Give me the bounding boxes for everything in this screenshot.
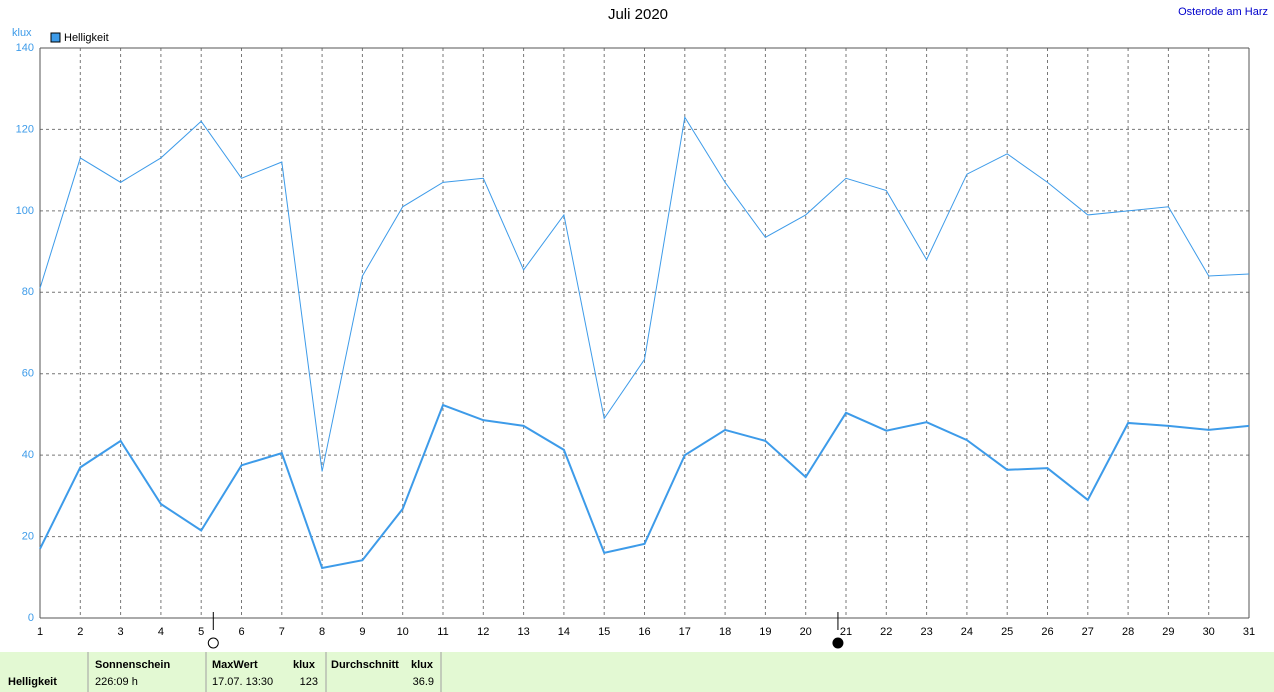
- x-tick-label: 18: [719, 626, 731, 638]
- footer-value: 123: [300, 676, 318, 688]
- x-tick-label: 12: [477, 626, 489, 638]
- y-tick-label: 0: [28, 612, 34, 624]
- x-tick-label: 2: [77, 626, 83, 638]
- x-tick-label: 29: [1162, 626, 1174, 638]
- footer-value: 36.9: [413, 676, 434, 688]
- x-tick-label: 9: [359, 626, 365, 638]
- location: Osterode am Harz: [1178, 6, 1268, 18]
- moon-marker: [832, 637, 844, 649]
- footer-header: MaxWert: [212, 659, 258, 671]
- footer-value: 226:09 h: [95, 676, 138, 688]
- x-tick-label: 15: [598, 626, 610, 638]
- footer-header: klux: [411, 659, 434, 671]
- footer-value: 17.07. 13:30: [212, 676, 273, 688]
- y-tick-label: 80: [22, 286, 34, 298]
- data-line: [39, 403, 1250, 570]
- data-line: [39, 115, 1250, 472]
- y-tick-label: 120: [16, 123, 34, 135]
- footer-row-label: Helligkeit: [8, 676, 57, 688]
- y-tick-label: 20: [22, 530, 34, 542]
- x-tick-label: 30: [1203, 626, 1215, 638]
- x-tick-label: 19: [759, 626, 771, 638]
- x-tick-label: 3: [118, 626, 124, 638]
- y-tick-label: 40: [22, 449, 34, 461]
- footer-header: Durchschnitt: [331, 659, 399, 671]
- x-tick-label: 22: [880, 626, 892, 638]
- x-tick-label: 5: [198, 626, 204, 638]
- x-tick-label: 10: [397, 626, 409, 638]
- x-tick-label: 4: [158, 626, 164, 638]
- x-tick-label: 31: [1243, 626, 1255, 638]
- y-tick-label: 60: [22, 368, 34, 380]
- legend-swatch: [50, 32, 61, 43]
- x-tick-label: 14: [558, 626, 570, 638]
- y-tick-label: 100: [16, 205, 34, 217]
- footer-bg: [0, 652, 1274, 692]
- x-tick-label: 13: [517, 626, 529, 638]
- x-tick-label: 20: [800, 626, 812, 638]
- x-tick-label: 1: [37, 626, 43, 638]
- footer-header: klux: [293, 659, 316, 671]
- x-tick-label: 11: [437, 626, 448, 638]
- x-tick-label: 26: [1041, 626, 1053, 638]
- x-tick-label: 21: [840, 626, 852, 638]
- x-tick-label: 6: [238, 626, 244, 638]
- legend-label: Helligkeit: [64, 32, 109, 44]
- x-tick-label: 27: [1082, 626, 1094, 638]
- chart-title: Juli 2020: [608, 6, 668, 23]
- y-axis-label: klux: [12, 27, 32, 39]
- x-tick-label: 28: [1122, 626, 1134, 638]
- footer-dividers: [87, 652, 442, 692]
- y-tick-label: 140: [16, 42, 34, 54]
- x-tick-label: 16: [638, 626, 650, 638]
- footer-header: Sonnenschein: [95, 659, 170, 671]
- x-tick-label: 24: [961, 626, 973, 638]
- moon-marker: [207, 637, 219, 649]
- x-tick-label: 23: [920, 626, 932, 638]
- x-tick-label: 8: [319, 626, 325, 638]
- x-tick-label: 17: [679, 626, 691, 638]
- x-tick-label: 7: [279, 626, 285, 638]
- x-tick-label: 25: [1001, 626, 1013, 638]
